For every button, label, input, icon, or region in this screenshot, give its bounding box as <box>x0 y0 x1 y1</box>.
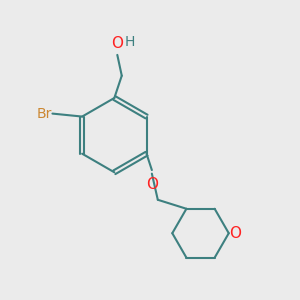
Text: H: H <box>124 35 135 50</box>
Text: Br: Br <box>36 106 52 121</box>
Text: O: O <box>111 36 123 51</box>
Text: O: O <box>229 226 241 241</box>
Text: O: O <box>146 177 158 192</box>
